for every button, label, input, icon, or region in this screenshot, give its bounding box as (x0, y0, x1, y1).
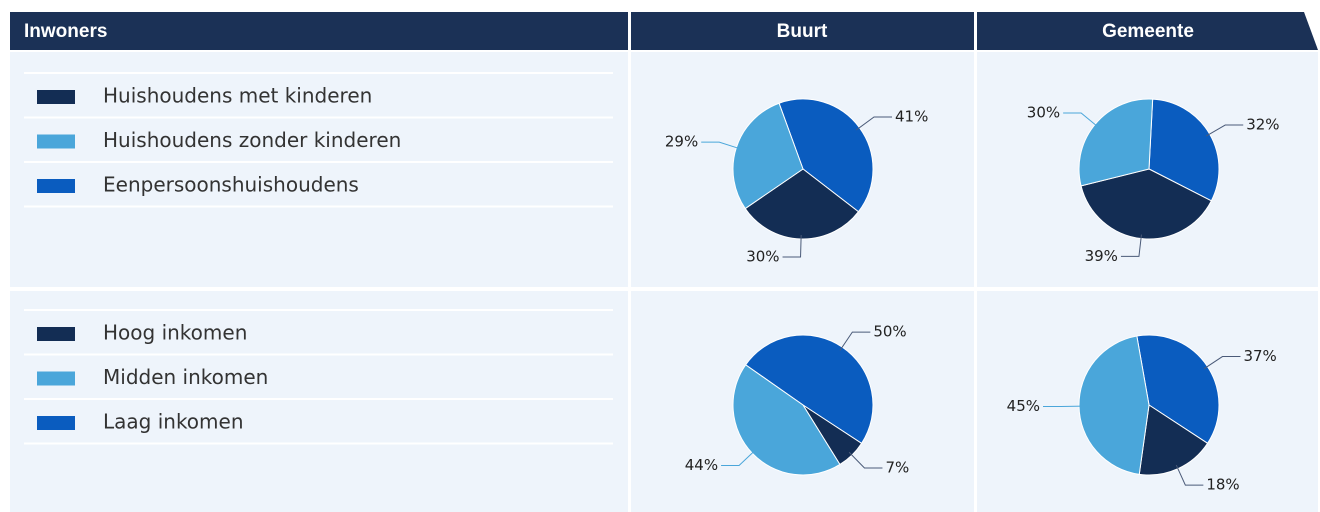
leader-line (855, 116, 893, 131)
legend-swatch (37, 134, 75, 149)
legend-swatch (37, 90, 75, 104)
legend-label: Midden inkomen (103, 365, 268, 389)
header-title: Inwoners (24, 21, 107, 42)
header-cell (631, 12, 974, 50)
data-label: 7% (885, 458, 909, 476)
column-header: Gemeente (1102, 21, 1194, 42)
data-label: 41% (895, 108, 928, 126)
leader-line (1120, 234, 1142, 257)
leader-line (839, 331, 871, 351)
legend-label: Eenpersoonshuishoudens (103, 173, 359, 197)
leader-line (721, 449, 756, 466)
leader-line (1175, 464, 1204, 486)
leader-line (1203, 356, 1241, 370)
data-label: 45% (1007, 397, 1040, 415)
legend-label: Hoog inkomen (103, 321, 247, 345)
data-label: 44% (685, 456, 718, 474)
leader-line (1063, 112, 1099, 128)
leader-line (848, 451, 883, 469)
leader-line (782, 234, 802, 258)
legend-swatch (37, 327, 75, 341)
legend-label: Huishoudens met kinderen (103, 84, 372, 108)
data-label: 50% (873, 323, 906, 341)
legend-swatch (37, 416, 75, 430)
column-header: Buurt (777, 21, 828, 42)
data-label: 30% (746, 247, 779, 265)
data-label: 32% (1246, 116, 1279, 134)
cell (10, 52, 628, 287)
header-cell (10, 12, 628, 50)
leader-line (701, 141, 741, 150)
data-label: 37% (1243, 347, 1276, 365)
data-label: 29% (665, 133, 698, 151)
data-label: 30% (1027, 103, 1060, 121)
leader-line (1205, 124, 1244, 137)
data-label: 18% (1206, 476, 1239, 494)
legend-swatch (37, 371, 75, 386)
legend-label: Huishoudens zonder kinderen (103, 128, 401, 152)
data-label: 39% (1085, 247, 1118, 265)
header-cell (977, 12, 1318, 50)
legend-label: Laag inkomen (103, 410, 244, 434)
cell (10, 291, 628, 512)
legend-swatch (37, 179, 75, 193)
